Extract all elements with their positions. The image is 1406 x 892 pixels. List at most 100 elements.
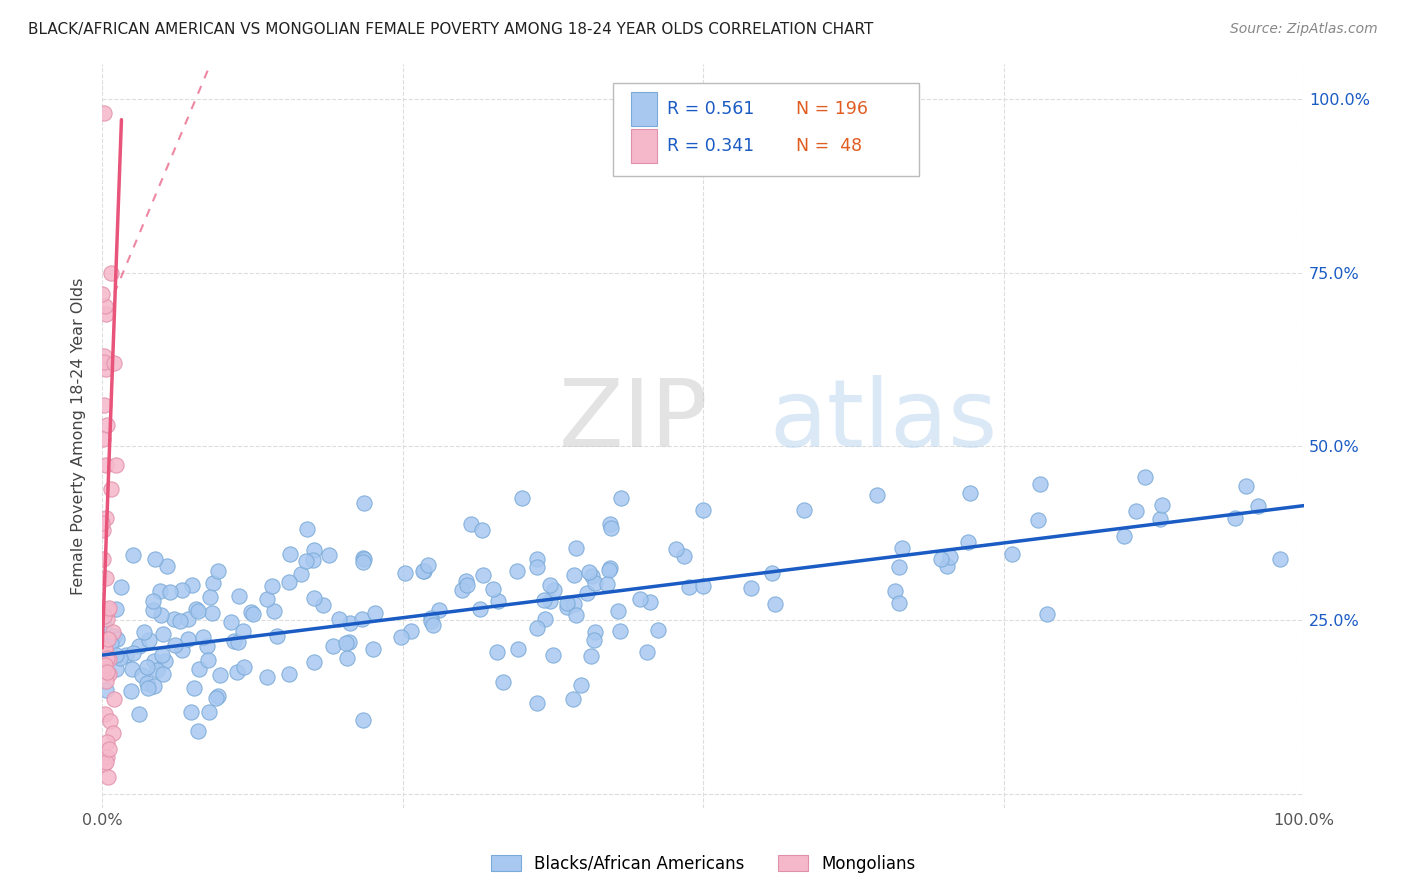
Point [256,591,278,606]
Point [138,632,160,647]
Point [122,549,145,563]
Point [353,552,375,566]
Point [1234,479,1257,493]
Point [541,648,564,662]
Point [103,629,125,643]
Point [228,634,250,648]
Point [198,706,221,720]
Point [352,551,374,566]
Point [143,679,166,693]
Point [599,517,621,532]
Point [108,650,131,665]
Point [339,616,361,631]
Bar [631,128,658,163]
Point [672,549,695,564]
Point [610,491,633,506]
Point [94,307,117,321]
Point [91,286,114,301]
Point [865,488,887,502]
Point [191,630,214,644]
Point [600,521,623,535]
Legend: Blacks/African Americans, Mongolians: Blacks/African Americans, Mongolians [484,848,922,880]
Point [412,564,434,578]
Point [609,624,631,639]
Point [156,559,179,574]
Point [205,690,228,705]
Point [177,632,200,646]
Point [262,579,284,593]
Point [180,705,202,719]
Point [93,643,115,657]
Point [96,362,118,376]
Point [302,553,325,567]
Point [506,564,529,578]
Point [163,612,186,626]
Point [569,678,592,692]
Point [96,417,118,432]
Point [184,601,207,615]
Point [101,624,124,639]
Point [128,707,150,722]
Point [562,692,585,706]
Point [328,611,350,625]
Point [228,589,250,603]
Point [583,576,606,591]
Point [115,648,138,663]
Point [562,597,585,611]
Point [451,582,474,597]
FancyBboxPatch shape [613,83,920,176]
Point [91,552,114,566]
Point [240,605,263,619]
Text: N =  48: N = 48 [796,136,862,155]
Point [96,673,118,688]
Point [394,566,416,580]
Point [534,611,557,625]
Point [94,571,117,585]
Point [224,633,246,648]
Text: R = 0.341: R = 0.341 [666,136,754,155]
Point [564,607,586,622]
Point [1001,547,1024,561]
Point [208,668,231,682]
Point [468,602,491,616]
Point [94,755,117,769]
Point [302,543,325,558]
Point [207,689,229,703]
Point [172,643,194,657]
Point [302,591,325,605]
Point [159,584,181,599]
Point [122,646,145,660]
Point [761,566,783,580]
Point [143,654,166,668]
Point [1133,470,1156,484]
Point [103,356,125,370]
Point [456,578,478,592]
Point [94,511,117,525]
Point [97,632,120,647]
Point [100,482,122,496]
Point [481,582,503,597]
Point [583,624,606,639]
Point [510,491,533,505]
Point [177,612,200,626]
Point [929,552,952,566]
Point [678,580,700,594]
Point [1114,529,1136,543]
Point [936,559,959,574]
Point [290,566,312,581]
Point [187,604,209,618]
Point [136,660,159,674]
Point [420,615,443,629]
Point [100,266,122,280]
Point [959,486,981,500]
Point [93,618,115,632]
Y-axis label: Female Poverty Among 18-24 Year Olds: Female Poverty Among 18-24 Year Olds [72,277,86,595]
Point [201,576,224,591]
Point [98,667,121,681]
Text: BLACK/AFRICAN AMERICAN VS MONGOLIAN FEMALE POVERTY AMONG 18-24 YEAR OLDS CORRELA: BLACK/AFRICAN AMERICAN VS MONGOLIAN FEMA… [28,22,873,37]
Point [96,749,118,764]
Point [636,645,658,659]
Text: Source: ZipAtlas.com: Source: ZipAtlas.com [1230,22,1378,37]
Point [793,503,815,517]
Point [456,574,478,588]
